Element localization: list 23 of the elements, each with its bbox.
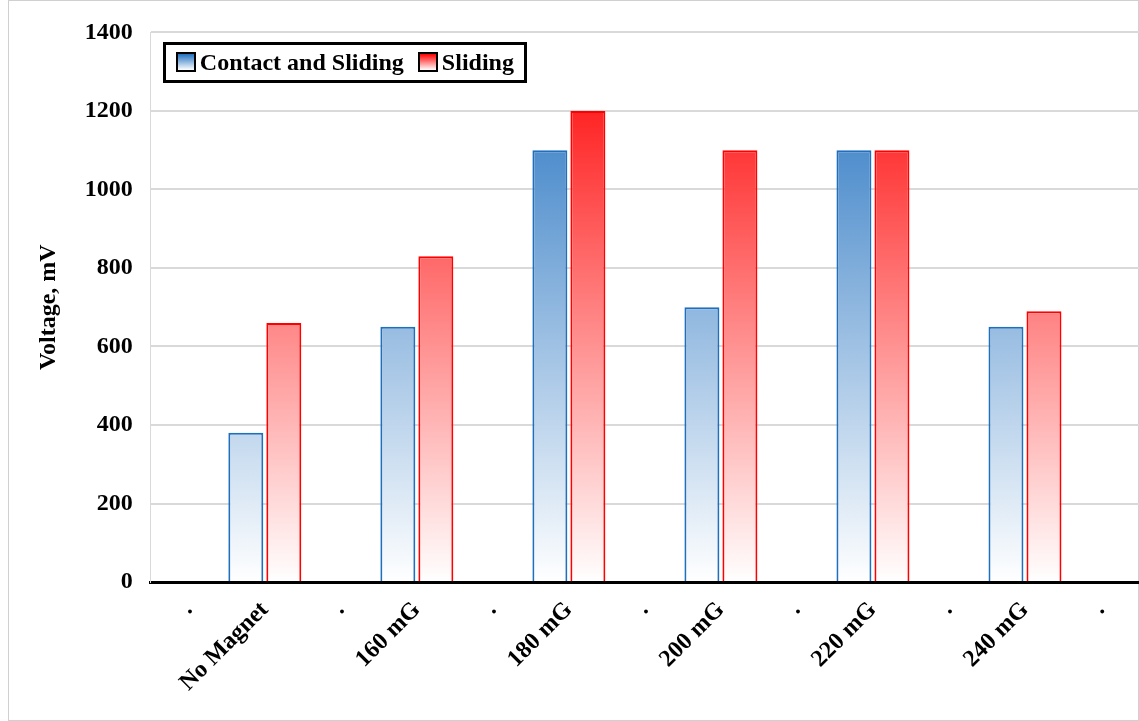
y-tick-label: 0 (120, 567, 133, 594)
y-tick-label: 800 (96, 253, 133, 280)
legend-label: Contact and Sliding (198, 49, 404, 77)
legend-label: Sliding (440, 49, 514, 77)
y-tick-label: 1400 (84, 17, 133, 44)
x-tick-label: 240 mG (957, 595, 1034, 672)
x-tick-label: . (934, 595, 957, 619)
y-axis-title: Voltage, mV (33, 243, 60, 371)
y-tick-label: 1200 (84, 96, 133, 123)
x-tick-label: . (782, 595, 805, 619)
x-tick-label: . (1086, 595, 1109, 619)
x-tick-label: 200 mG (653, 595, 730, 672)
x-tick-label: . (326, 595, 349, 619)
x-tick-label: . (174, 595, 197, 619)
y-tick-label: 1000 (84, 174, 133, 201)
x-tick-label: . (630, 595, 653, 619)
y-tick-label: 200 (96, 488, 133, 515)
x-tick-label: 220 mG (805, 595, 882, 672)
y-tick-label: 600 (96, 331, 133, 358)
x-tick-label: 160 mG (349, 595, 425, 672)
x-tick-label: . (478, 595, 501, 619)
x-tick-label: 180 mG (501, 595, 578, 672)
y-tick-label: 400 (96, 410, 133, 437)
